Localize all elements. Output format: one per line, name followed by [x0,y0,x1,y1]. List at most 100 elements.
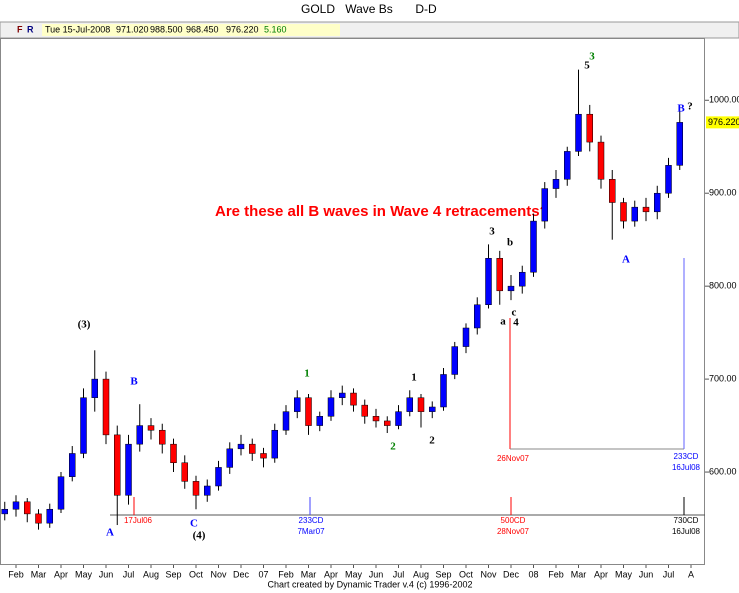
plot-frame [0,38,705,565]
candle-body [631,206,638,222]
candle-body [69,453,76,477]
candle-body [1,508,8,515]
candle-body [676,122,683,166]
candle-body [102,378,110,436]
time-label: 233CD [299,516,324,525]
candle-body [57,476,65,510]
candle-body [271,429,278,459]
wave-label: C [190,518,198,530]
x-tick-label: Nov [480,569,497,579]
x-tick-label: Apr [594,569,608,579]
x-tick-label: Jun [639,569,654,579]
button-f[interactable]: F [17,24,23,34]
time-label: 26Nov07 [497,454,530,463]
x-tick-label: Jul [123,569,135,579]
y-tick-label: 1000.00 [709,95,739,105]
time-label: 17Jul06 [124,516,153,525]
wave-label: 5 [584,60,590,72]
time-label: 500CD [501,516,526,525]
wave-label: b [507,237,513,249]
candle-body [440,374,447,408]
footer: Chart created by Dynamic Trader v.4 (c) … [268,579,473,589]
candle-body [372,416,380,422]
x-tick-label: Oct [459,569,474,579]
wave-label: (4) [193,530,206,542]
candle-body [586,113,593,143]
x-tick-label: Aug [143,569,159,579]
projection-lines [110,258,705,516]
info-box [42,24,340,36]
candle-body [136,425,143,445]
candle-body [125,443,132,496]
wave-label: 1 [304,368,310,380]
candle-body [24,501,31,515]
wave-label: c [512,307,517,319]
x-tick-label: Aug [413,569,429,579]
candle-body [350,392,357,406]
candle-body [485,258,492,306]
info-date: Tue 15-Jul-2008 [45,24,110,34]
x-tick-label: Apr [324,569,338,579]
wave-label: a [500,316,506,328]
x-tick-label: May [75,569,93,579]
info-close: 976.220 [226,24,259,34]
x-tick-label: 07 [258,569,268,579]
candle-body [316,416,323,426]
button-r[interactable]: R [27,24,34,34]
wave-label: ? [687,101,693,113]
wave-label: 3 [589,51,595,63]
x-tick-label: Nov [210,569,227,579]
time-label: 28Nov07 [497,527,530,536]
candle-body [654,192,661,213]
last-price-box [706,116,739,129]
candle-body [609,179,616,203]
candle-body [530,220,537,273]
candle-body [237,443,245,450]
candle-body [294,397,301,412]
x-tick-label: Feb [548,569,564,579]
candle-body [564,151,571,180]
period: D-D [415,2,437,16]
x-tick-label: Sep [435,569,451,579]
time-label: 16Jul08 [672,527,701,536]
candle-body [474,304,481,329]
x-tick-label: Jul [663,569,675,579]
wave-label: B [130,376,138,388]
candle-body [597,141,605,180]
x-tick-label: A [688,569,694,579]
candle-body [406,397,413,412]
candle-body [575,113,582,152]
wave-label: A [622,254,630,266]
info-change: 5.160 [264,24,287,34]
info-low: 968.450 [186,24,219,34]
candle-body [361,404,368,417]
candle-body [260,453,267,459]
candle-body [282,411,290,431]
time-label: 7Mar07 [297,527,325,536]
candle-body [451,346,458,375]
x-tick-label: Oct [189,569,204,579]
wave-label: B [677,103,685,115]
candle-body [384,420,391,426]
wave-label: (3) [78,319,91,331]
candle-body [665,165,672,194]
wave-label: A [106,527,114,539]
y-tick-label: 700.00 [709,373,737,383]
candle-body [519,271,526,287]
study: Wave Bs [345,2,393,16]
time-label: 730CD [674,516,699,525]
wave-label: 2 [390,441,396,453]
x-tick-label: Sep [165,569,181,579]
x-tick-label: Feb [8,569,24,579]
symbol: GOLD [301,2,335,16]
candle-body [80,397,87,454]
candle-body [552,179,560,189]
candle-body [35,513,42,524]
candle-body [226,448,233,468]
candle-body [642,206,650,213]
candle-body [462,327,470,347]
x-tick-label: Mar [571,569,587,579]
candle-body [541,188,548,222]
x-tick-label: Dec [233,569,250,579]
